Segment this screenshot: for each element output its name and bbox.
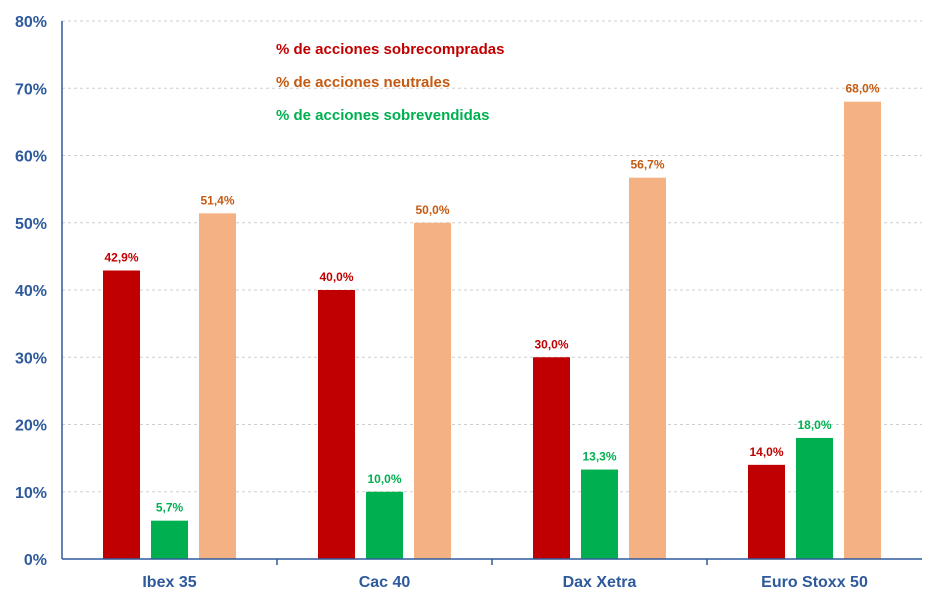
x-tick-label: Cac 40 — [359, 574, 411, 591]
bars — [103, 101, 881, 559]
x-tick-label: Dax Xetra — [563, 574, 637, 591]
grid-lines — [62, 20, 922, 493]
bar — [199, 213, 236, 559]
data-label: 50,0% — [415, 203, 449, 217]
y-tick-label: 20% — [15, 418, 47, 435]
data-label: 40,0% — [319, 270, 353, 284]
bar — [103, 270, 140, 559]
data-label: 5,7% — [156, 501, 184, 515]
x-tick-label: Euro Stoxx 50 — [761, 574, 868, 591]
y-tick-label: 50% — [15, 216, 47, 233]
y-tick-label: 30% — [15, 350, 47, 367]
bar — [318, 290, 355, 559]
legend-entry: % de acciones sobrecompradas — [276, 41, 504, 58]
data-label: 18,0% — [797, 418, 831, 432]
bar — [581, 469, 618, 559]
data-label: 42,9% — [104, 250, 138, 264]
y-axis-ticks: 0% 10% 20% 30% 40% 50% 60% 70% 80% — [15, 14, 47, 569]
data-labels: 42,9% 5,7% 51,4% 40,0% 10,0% 50,0% 30,0% 13,3% 5… — [104, 82, 879, 515]
data-label: 13,3% — [582, 450, 616, 464]
bar — [796, 437, 833, 559]
bar — [533, 357, 570, 559]
bar — [366, 491, 403, 559]
bar — [844, 101, 881, 559]
x-axis-ticks: Ibex 35 Cac 40 Dax Xetra Euro Stoxx 50 — [142, 574, 868, 591]
y-tick-label: 70% — [15, 81, 47, 98]
data-label: 30,0% — [534, 337, 568, 351]
y-tick-label: 60% — [15, 149, 47, 166]
legend-entry: % de acciones neutrales — [276, 74, 450, 91]
legend: % de acciones sobrecompradas % de accione… — [276, 41, 504, 124]
y-tick-label: 80% — [15, 14, 47, 31]
bar — [151, 520, 188, 559]
data-label: 10,0% — [367, 472, 401, 486]
bar — [748, 464, 785, 559]
x-tick-label: Ibex 35 — [142, 574, 196, 591]
axes — [61, 21, 922, 565]
y-tick-label: 0% — [24, 552, 47, 569]
bar — [414, 222, 451, 559]
legend-entry: % de acciones sobrevendidas — [276, 107, 489, 124]
bar — [629, 177, 666, 559]
data-label: 14,0% — [749, 445, 783, 459]
data-label: 68,0% — [845, 82, 879, 96]
data-label: 56,7% — [630, 158, 664, 172]
data-label: 51,4% — [200, 193, 234, 207]
y-tick-label: 10% — [15, 485, 47, 502]
y-tick-label: 40% — [15, 283, 47, 300]
